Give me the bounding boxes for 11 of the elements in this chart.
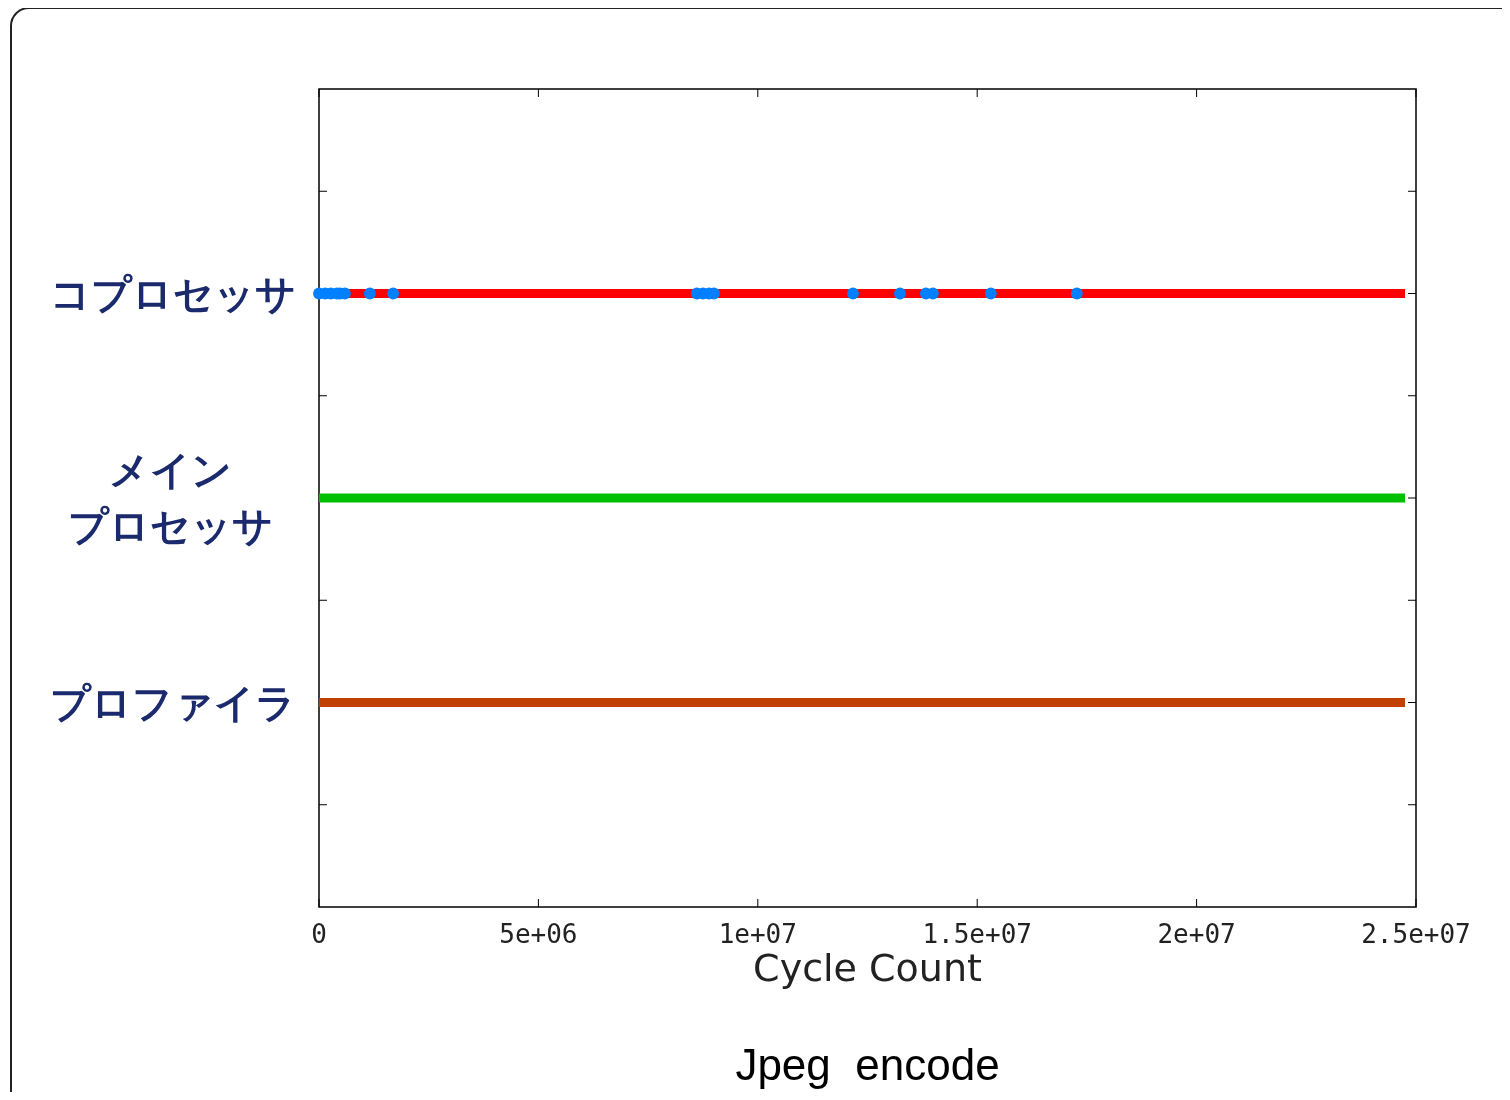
x-tick-label: 1e+07 <box>718 919 797 949</box>
x-axis-title: Cycle Count <box>753 946 982 990</box>
x-tick-label: 0 <box>311 919 327 949</box>
y-tick-label: コプロセッサ <box>50 270 296 317</box>
text: Jpeg encode <box>735 1040 1000 1089</box>
x-tick-label: 1.5e+07 <box>922 919 1032 949</box>
x-tick-label: 5e+06 <box>499 919 578 949</box>
y-tick-label: メインプロセッサ <box>67 447 273 549</box>
x-tick-label: 2.5e+07 <box>1361 919 1471 949</box>
y-tick-label: プロファイラ <box>50 679 296 726</box>
x-tick-label: 2e+07 <box>1157 919 1236 949</box>
